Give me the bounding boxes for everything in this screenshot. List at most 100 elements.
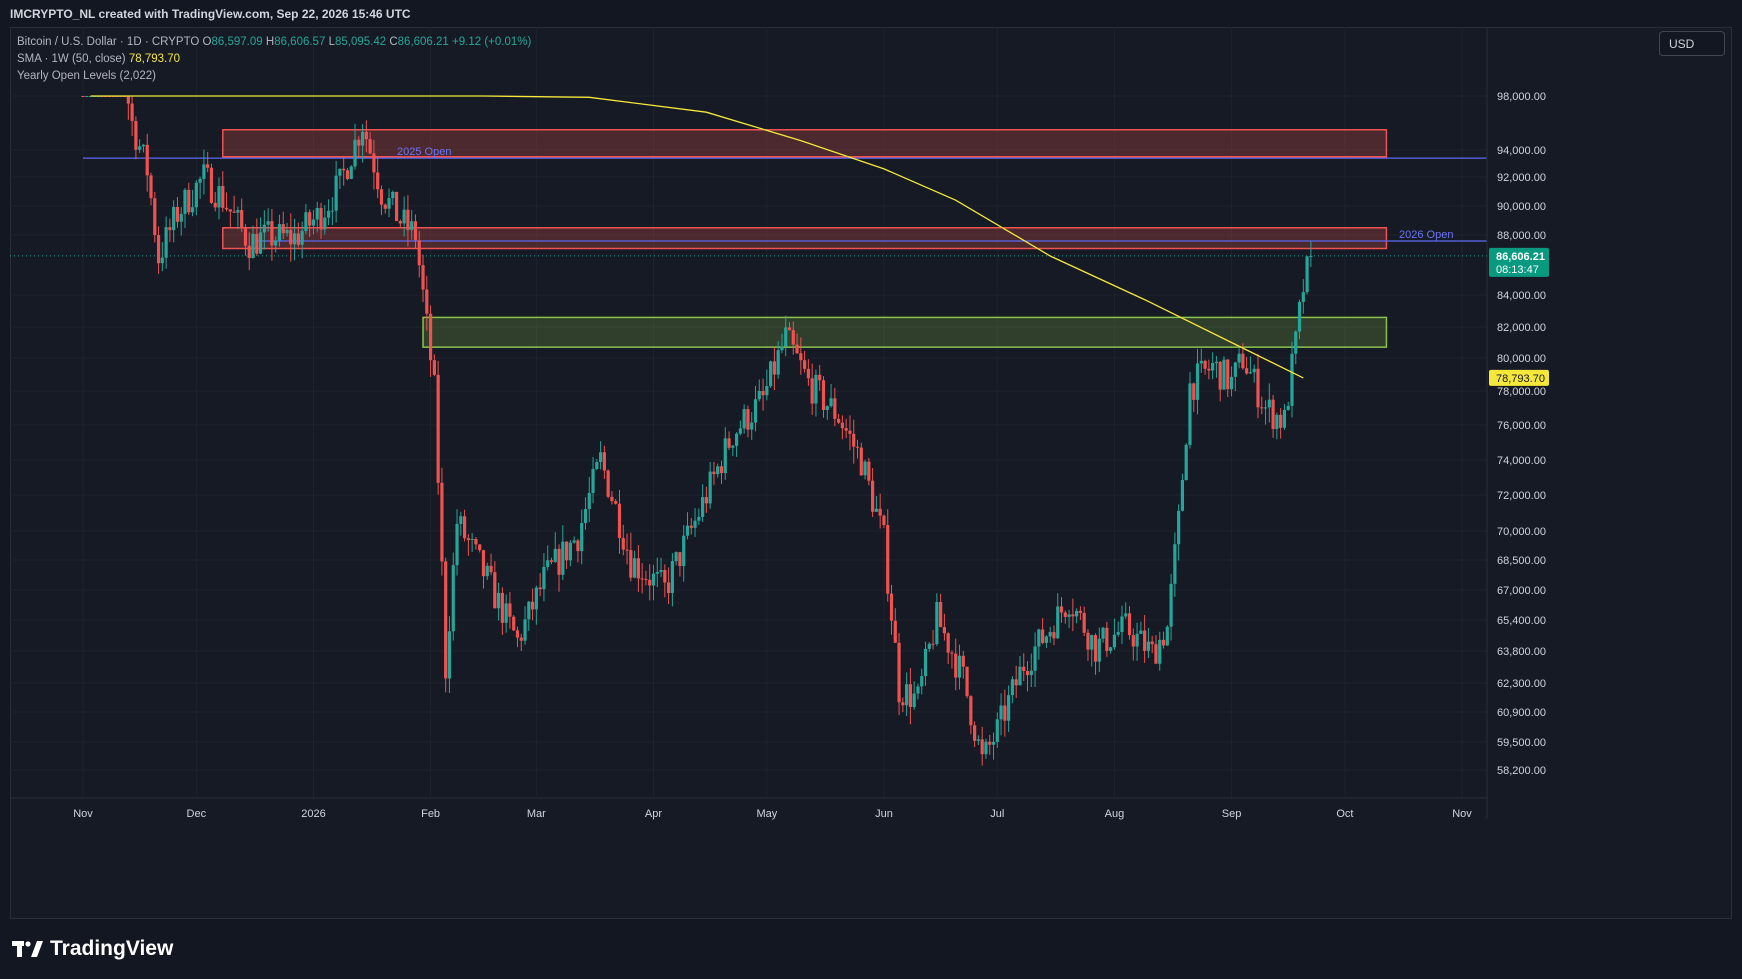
candle-body[interactable] <box>345 170 350 179</box>
candle-body[interactable] <box>138 146 142 150</box>
candle-body[interactable] <box>496 592 501 609</box>
candle-body[interactable] <box>667 582 671 594</box>
candle-body[interactable] <box>602 452 606 471</box>
candle-body[interactable] <box>689 525 693 528</box>
candle-body[interactable] <box>1124 613 1128 617</box>
candle-body[interactable] <box>81 96 85 97</box>
candle-body[interactable] <box>595 461 599 470</box>
candle-body[interactable] <box>893 620 897 643</box>
candle-body[interactable] <box>440 482 444 562</box>
candle-body[interactable] <box>236 210 240 213</box>
candle-body[interactable] <box>829 398 833 407</box>
candle-body[interactable] <box>1203 360 1207 369</box>
candle-body[interactable] <box>1018 666 1022 686</box>
candle-body[interactable] <box>315 207 319 220</box>
candle-body[interactable] <box>685 525 690 536</box>
candle-body[interactable] <box>281 224 285 234</box>
candle-body[interactable] <box>795 344 799 354</box>
candle-body[interactable] <box>217 186 221 208</box>
candle-body[interactable] <box>844 428 848 431</box>
candle-body[interactable] <box>957 655 962 678</box>
candle-body[interactable] <box>614 501 618 504</box>
candle-body[interactable] <box>512 616 516 631</box>
candle-body[interactable] <box>342 168 346 171</box>
candle-body[interactable] <box>202 164 206 179</box>
candle-body[interactable] <box>277 224 282 241</box>
candle-body[interactable] <box>1218 361 1222 390</box>
candle-body[interactable] <box>863 461 867 476</box>
candle-body[interactable] <box>931 643 935 645</box>
candle-body[interactable] <box>209 167 214 203</box>
candle-body[interactable] <box>1022 666 1026 672</box>
candle-body[interactable] <box>1294 331 1298 354</box>
candle-body[interactable] <box>1025 671 1030 676</box>
candle-body[interactable] <box>852 433 856 447</box>
price-chart[interactable]: 2025 Open 2026 Open 98,000.00 94,000.00 92,0… <box>0 0 1742 919</box>
candle-body[interactable] <box>421 265 425 290</box>
candle-body[interactable] <box>606 470 610 497</box>
candle-body[interactable] <box>882 515 886 526</box>
candle-body[interactable] <box>190 207 195 213</box>
candle-body[interactable] <box>542 566 546 590</box>
candle-body[interactable] <box>164 227 168 258</box>
candle-body[interactable] <box>572 540 576 543</box>
candle-body[interactable] <box>258 232 263 254</box>
candle-body[interactable] <box>1101 627 1105 639</box>
candle-body[interactable] <box>1150 641 1154 645</box>
candle-body[interactable] <box>935 602 939 645</box>
candle-body[interactable] <box>538 587 542 590</box>
candle-body[interactable] <box>187 189 191 213</box>
candle-body[interactable] <box>757 391 761 400</box>
candle-body[interactable] <box>1097 638 1101 662</box>
candle-body[interactable] <box>172 206 176 231</box>
candle-body[interactable] <box>682 535 686 567</box>
tradingview-brand[interactable]: TradingView <box>12 937 173 961</box>
candle-body[interactable] <box>398 221 402 224</box>
candle-body[interactable] <box>160 257 164 264</box>
candle-body[interactable] <box>391 191 395 199</box>
candle-body[interactable] <box>621 538 625 550</box>
candle-body[interactable] <box>1192 383 1196 400</box>
candle-body[interactable] <box>1161 639 1166 646</box>
candle-body[interactable] <box>1056 606 1060 639</box>
candle-body[interactable] <box>965 666 969 697</box>
candle-body[interactable] <box>1180 480 1185 511</box>
candle-body[interactable] <box>704 497 708 504</box>
candle-body[interactable] <box>670 561 674 594</box>
candle-body[interactable] <box>727 438 731 448</box>
candle-body[interactable] <box>1120 616 1124 633</box>
candle-body[interactable] <box>905 684 909 706</box>
candle-body[interactable] <box>413 221 418 241</box>
candle-body[interactable] <box>311 219 316 226</box>
candle-body[interactable] <box>833 398 837 419</box>
candle-body[interactable] <box>576 540 580 552</box>
candle-body[interactable] <box>213 202 217 208</box>
candle-body[interactable] <box>349 166 353 179</box>
candle-body[interactable] <box>444 561 448 679</box>
candle-body[interactable] <box>1105 627 1109 651</box>
candle-body[interactable] <box>655 571 659 574</box>
candle-body[interactable] <box>1173 544 1177 584</box>
candle-body[interactable] <box>1048 632 1052 637</box>
candle-body[interactable] <box>923 648 928 677</box>
candle-body[interactable] <box>481 550 486 577</box>
candle-body[interactable] <box>153 198 157 236</box>
candle-body[interactable] <box>769 361 773 387</box>
candle-body[interactable] <box>466 538 470 540</box>
candle-body[interactable] <box>716 466 720 475</box>
candle-body[interactable] <box>1195 363 1200 400</box>
candle-body[interactable] <box>780 346 784 351</box>
candle-body[interactable] <box>988 741 992 745</box>
candle-body[interactable] <box>897 642 901 703</box>
sma-price-tag[interactable] <box>1489 369 1549 386</box>
candle-body[interactable] <box>1305 256 1309 293</box>
candle-body[interactable] <box>1177 510 1181 545</box>
candle-body[interactable] <box>598 452 603 462</box>
candle-body[interactable] <box>651 573 656 586</box>
candle-body[interactable] <box>701 497 705 517</box>
candle-body[interactable] <box>961 655 965 667</box>
candle-body[interactable] <box>636 558 640 579</box>
candle-body[interactable] <box>708 471 712 504</box>
candle-body[interactable] <box>474 538 478 545</box>
candle-body[interactable] <box>156 235 161 264</box>
